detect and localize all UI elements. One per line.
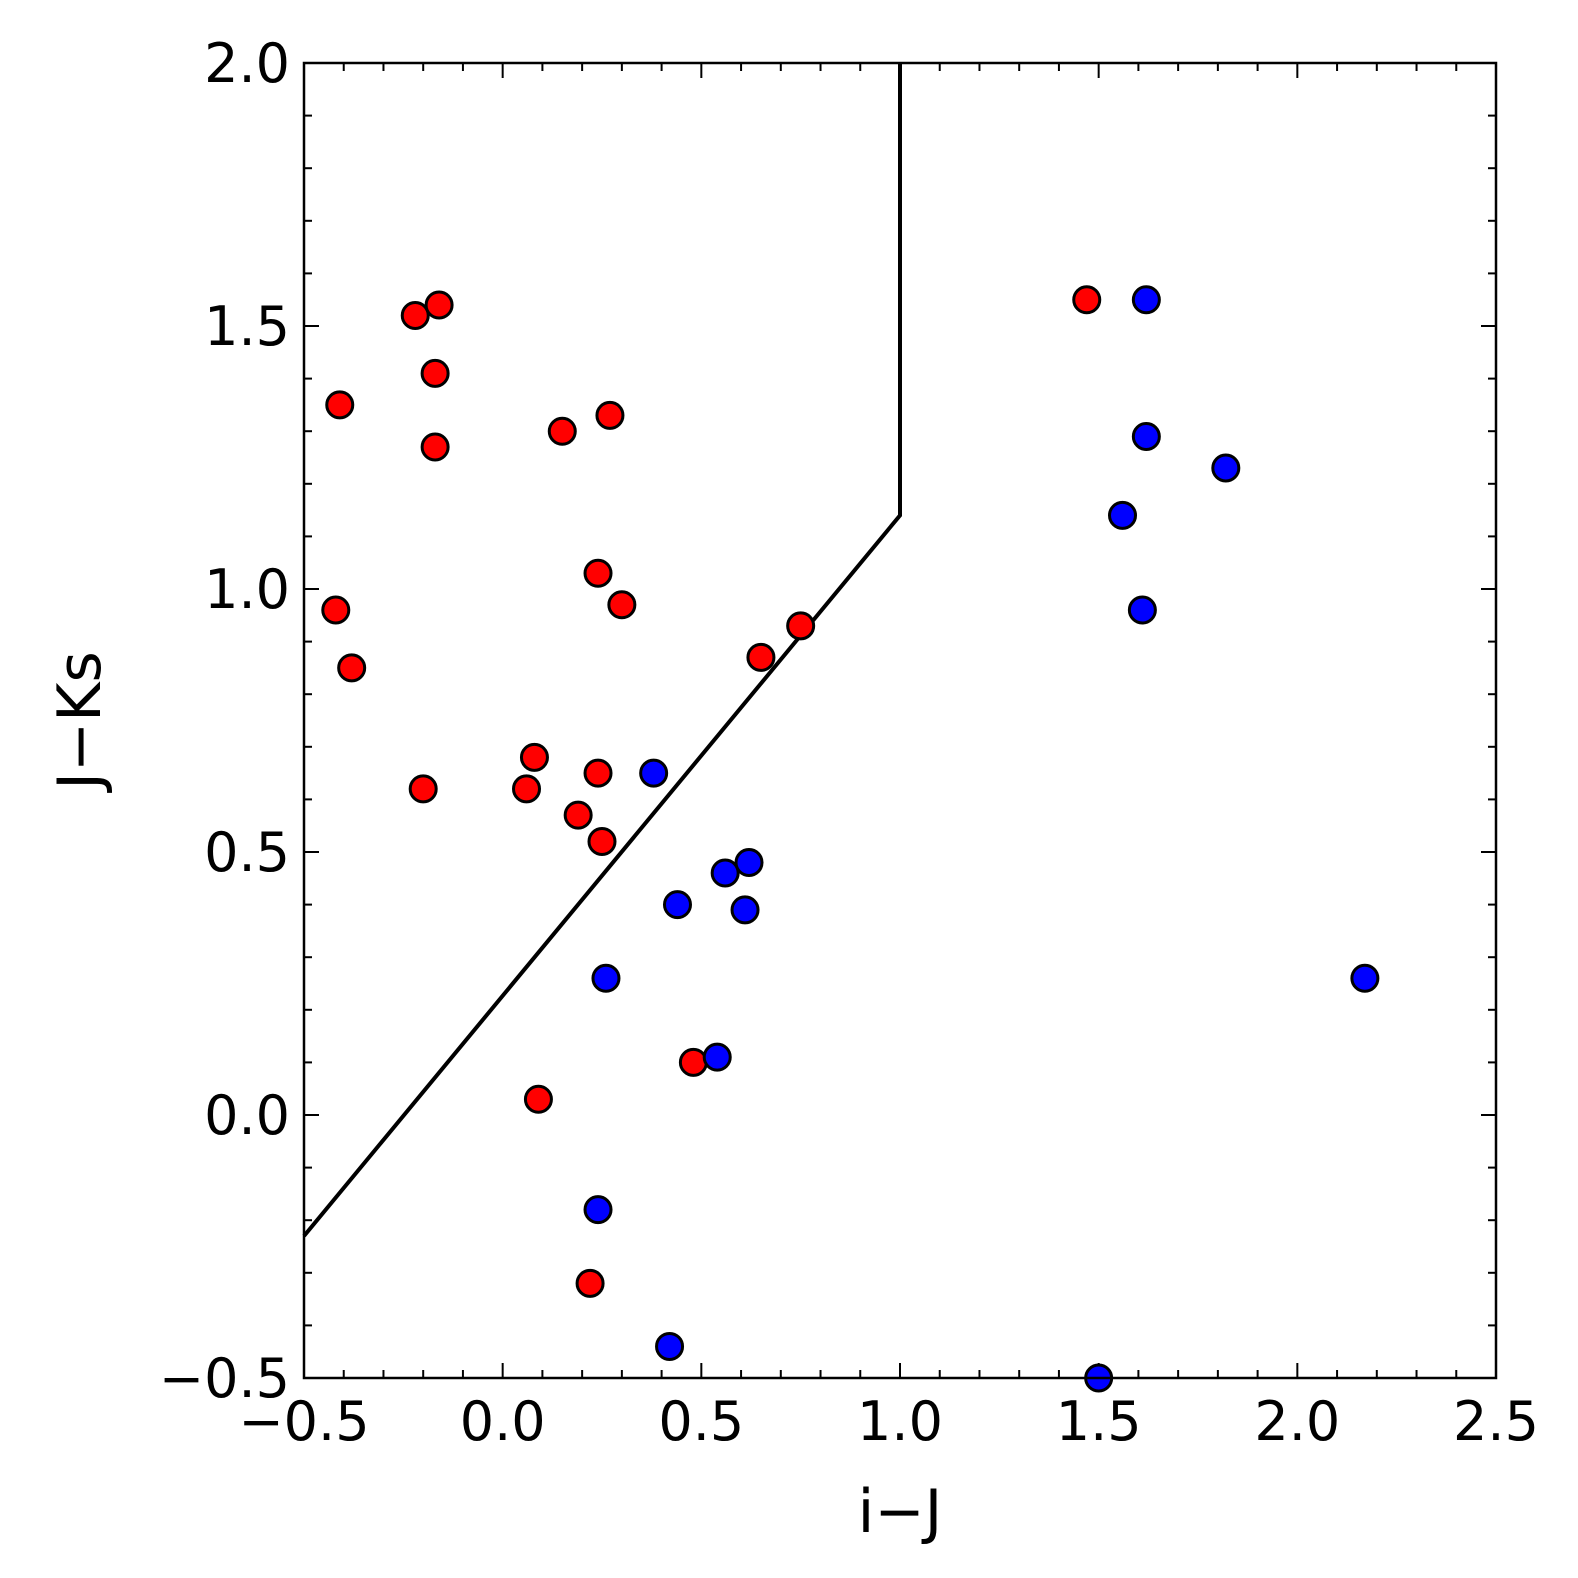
scatter-point <box>325 390 355 420</box>
y-tick-label: 1.5 <box>204 295 290 358</box>
y-tick-label: 2.0 <box>204 32 290 95</box>
y-tick-label: 0.0 <box>204 1084 290 1147</box>
x-tick-label: −0.5 <box>238 1390 369 1453</box>
boundary-line <box>302 63 902 1238</box>
scatter-point <box>702 1042 732 1072</box>
scatter-point <box>710 858 740 888</box>
scatter-point <box>595 400 625 430</box>
scatter-point <box>734 848 764 878</box>
scatter-point <box>1350 963 1380 993</box>
y-axis-label: J−Ks <box>45 651 115 794</box>
x-tick-label: 0.5 <box>658 1390 744 1453</box>
scatter-point <box>587 826 617 856</box>
y-tick-label: 1.0 <box>204 558 290 621</box>
x-tick-label: 1.0 <box>857 1390 943 1453</box>
x-tick-label: 1.5 <box>1056 1390 1142 1453</box>
scatter-point <box>786 611 816 641</box>
scatter-point <box>1127 595 1157 625</box>
scatter-point <box>1131 285 1161 315</box>
scatter-point <box>547 416 577 446</box>
scatter-point <box>655 1331 685 1361</box>
scatter-point <box>420 432 450 462</box>
scatter-point <box>575 1268 605 1298</box>
scatter-point <box>523 1084 553 1114</box>
scatter-point <box>512 774 542 804</box>
scatter-point <box>1211 453 1241 483</box>
scatter-point <box>408 774 438 804</box>
x-tick-labels: −0.5 0.0 0.5 1.0 1.5 2.0 2.5 <box>238 1390 1539 1453</box>
scatter-point <box>420 358 450 388</box>
y-tick-labels: −0.5 0.0 0.5 1.0 1.5 2.0 <box>159 32 290 1410</box>
y-tick-label: 0.5 <box>204 821 290 884</box>
x-tick-label: 2.5 <box>1453 1390 1539 1453</box>
scatter-point <box>519 742 549 772</box>
scatter-point <box>730 895 760 925</box>
scatter-point <box>746 642 776 672</box>
scatter-point <box>400 300 430 330</box>
scatter-point <box>1131 421 1161 451</box>
scatter-point <box>337 653 367 683</box>
scatter-point <box>1072 285 1102 315</box>
data-points <box>321 285 1380 1393</box>
scatter-point <box>424 290 454 320</box>
scatter-point <box>583 558 613 588</box>
scatter-point <box>321 595 351 625</box>
x-tick-label: 0.0 <box>460 1390 546 1453</box>
scatter-point <box>678 1047 708 1077</box>
scatter-point <box>1108 500 1138 530</box>
scatter-point <box>662 890 692 920</box>
x-tick-label: 2.0 <box>1254 1390 1340 1453</box>
plot-frame <box>302 61 1498 1380</box>
scatter-point <box>607 590 637 620</box>
x-axis-label: i−J <box>858 1477 943 1547</box>
scatter-point <box>563 800 593 830</box>
plot-area: −0.5 0.0 0.5 1.0 1.5 2.0 2.5 −0.5 0.0 0.5 1.0 1.5 2… <box>159 32 1539 1453</box>
scatter-point <box>583 758 613 788</box>
scatter-point <box>639 758 669 788</box>
scatter-point <box>583 1195 613 1225</box>
scatter-point <box>591 963 621 993</box>
y-tick-label: −0.5 <box>159 1347 290 1410</box>
